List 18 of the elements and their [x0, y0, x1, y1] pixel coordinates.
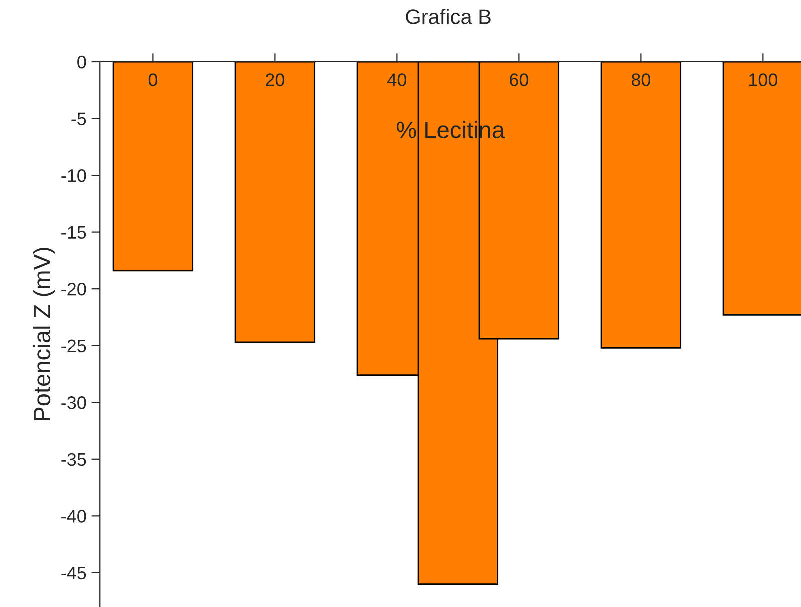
x-tick-label: 40 [388, 74, 407, 86]
x-tick-label: 80 [632, 74, 651, 86]
y-tick-label: -20 [62, 283, 86, 296]
y-tick-label: -35 [62, 453, 86, 466]
x-tick-label: 20 [266, 74, 285, 86]
x-tick-label: 60 [510, 74, 529, 86]
y-tick-label: -15 [62, 226, 86, 240]
y-axis-title: Potencial Z (mV) [33, 248, 56, 420]
y-tick-label: -5 [72, 112, 86, 126]
y-tick-label: 0 [78, 56, 86, 69]
y-tick-label: -10 [62, 169, 86, 182]
x-tick-label: 0 [148, 74, 158, 86]
x-tick-label: 100 [749, 74, 778, 86]
y-tick-label: -25 [62, 340, 86, 353]
y-tick-label: -40 [62, 510, 86, 523]
y-tick-label: -30 [62, 396, 86, 410]
y-tick-label: -45 [62, 567, 86, 580]
chart-title: Grafica B [406, 9, 491, 24]
